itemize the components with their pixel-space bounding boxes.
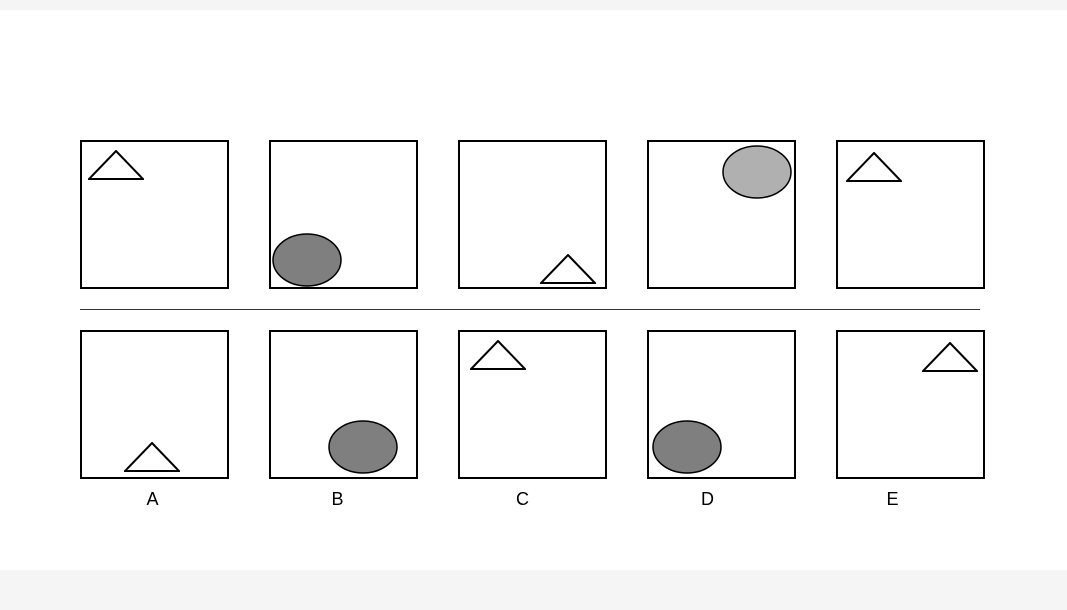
triangle-icon bbox=[470, 340, 526, 370]
divider-line bbox=[80, 309, 980, 310]
triangle-icon bbox=[922, 342, 978, 372]
grid-box bbox=[269, 330, 418, 479]
grid-box bbox=[458, 330, 607, 479]
ellipse-icon bbox=[271, 232, 343, 288]
top-row bbox=[80, 140, 987, 289]
grid-box bbox=[80, 330, 229, 479]
page: A B C D E bbox=[0, 10, 1067, 570]
triangle-icon bbox=[124, 442, 180, 472]
ellipse-icon bbox=[327, 419, 399, 475]
labels-row: A B C D E bbox=[80, 489, 987, 510]
grid-box bbox=[836, 140, 985, 289]
triangle-icon bbox=[88, 150, 144, 180]
triangle-icon bbox=[846, 152, 902, 182]
puzzle-grid: A B C D E bbox=[80, 140, 987, 510]
column-label: E bbox=[820, 489, 965, 510]
grid-box bbox=[647, 330, 796, 479]
triangle-icon bbox=[540, 254, 596, 284]
column-label: B bbox=[265, 489, 410, 510]
grid-box bbox=[269, 140, 418, 289]
column-label: A bbox=[80, 489, 225, 510]
grid-box bbox=[458, 140, 607, 289]
column-label: C bbox=[450, 489, 595, 510]
grid-box bbox=[836, 330, 985, 479]
ellipse-icon bbox=[651, 419, 723, 475]
bottom-row bbox=[80, 330, 987, 479]
column-label: D bbox=[635, 489, 780, 510]
grid-box bbox=[647, 140, 796, 289]
ellipse-icon bbox=[721, 144, 793, 200]
grid-box bbox=[80, 140, 229, 289]
